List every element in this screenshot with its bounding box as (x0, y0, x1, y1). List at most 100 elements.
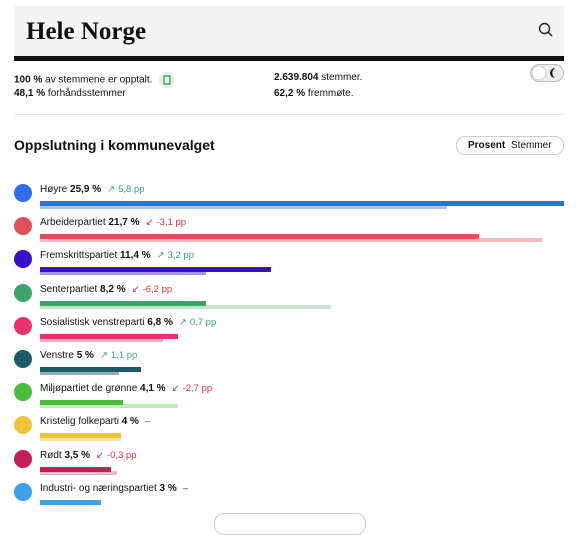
party-name: Kristelig folkeparti (40, 416, 119, 428)
party-change: ↙ -2,7 pp (172, 383, 213, 394)
previous-bar (40, 470, 117, 475)
stat: 48,1 % forhåndsstemmer (14, 88, 126, 99)
change-arrow: ↗ (156, 250, 165, 262)
party-logo (14, 316, 32, 335)
party-logo (14, 350, 32, 368)
party-name: Sosialistisk venstreparti (40, 316, 145, 328)
party-logo (14, 283, 32, 302)
party-logo (14, 250, 32, 269)
share-bar (40, 201, 564, 206)
stat: 100 % av stemmene er opptalt. (14, 72, 176, 88)
party-label: Kristelig folkeparti 4 % – (40, 416, 150, 427)
party-label: Sosialistisk venstreparti 6,8 % ↗ 0,7 pp (40, 317, 216, 328)
party-label: Rødt 3,5 % ↙ -0,3 pp (40, 450, 137, 461)
share-bar (40, 267, 271, 273)
party-logo (14, 449, 32, 468)
stat-icon (159, 72, 176, 88)
party-share: 25,9 % (70, 184, 102, 195)
change-label: 0,7 pp (189, 316, 217, 328)
stat-value: 48,1 % (14, 88, 46, 99)
previous-bar (40, 304, 332, 309)
stat-text: av stemmene er opptalt. (45, 74, 153, 86)
party-change: – (145, 416, 150, 427)
party-name: Miljøpartiet de grønne (40, 383, 138, 395)
party-logo (14, 217, 32, 236)
change-arrow: ↙ (171, 383, 180, 395)
share-bar (40, 300, 206, 306)
party-change: ↗ 0,7 pp (179, 317, 216, 328)
change-label: 1,1 pp (110, 350, 138, 361)
party-label: Arbeiderpartiet 21,7 % ↙ -3,1 pp (40, 217, 186, 228)
party-name: Senterpartiet (40, 283, 98, 295)
stat: 62,2 % fremmøte. (274, 88, 353, 99)
previous-bar (40, 371, 119, 375)
page-title: Hele Norge (26, 18, 147, 45)
party-change: ↙ -6,2 pp (132, 284, 173, 295)
header: Hele Norge (14, 6, 564, 61)
share-bar (40, 333, 178, 339)
party-label: Venstre 5 % ↗ 1,1 pp (40, 350, 137, 361)
change-label: -0,3 pp (107, 449, 137, 461)
party-label: Senterpartiet 8,2 % ↙ -6,2 pp (40, 284, 172, 295)
stat: 2.639.804 stemmer. (274, 72, 362, 83)
party-share: 21,7 % (108, 217, 140, 229)
party-label: Industri- og næringspartiet 3 % – (40, 483, 188, 494)
previous-bar (40, 404, 178, 409)
previous-bar (40, 337, 164, 342)
change-arrow: ↙ (96, 449, 104, 461)
previous-bar (40, 238, 542, 243)
change-arrow: ↗ (178, 316, 187, 328)
divider (14, 114, 564, 115)
page: Hele Norge 100 % av stemmene er opptalt.… (14, 6, 564, 535)
change-arrow: ↙ (145, 217, 154, 229)
party-change: ↗ 3,2 pp (157, 250, 194, 261)
toggle-option[interactable]: Stemmer (511, 140, 552, 151)
stat-value: 2.639.804 (274, 72, 319, 83)
party-logo (14, 482, 32, 501)
stat-text: forhåndsstemmer (47, 88, 126, 99)
party-name: Rødt (40, 449, 62, 461)
party-label: Fremskrittspartiet 11,4 % ↗ 3,2 pp (40, 250, 194, 261)
change-label: – (182, 482, 189, 494)
party-share: 8,2 % (100, 283, 126, 295)
party-change: ↙ -0,3 pp (96, 450, 137, 461)
party-share: 6,8 % (147, 316, 173, 328)
party-logo (14, 383, 32, 402)
change-label: 3,2 pp (167, 250, 194, 262)
stat-value: 62,2 % (274, 88, 306, 99)
share-bar (40, 400, 123, 406)
more-button[interactable] (214, 513, 366, 535)
party-name: Venstre (40, 350, 74, 361)
previous-bar (40, 205, 447, 209)
party-change: – (183, 483, 188, 494)
party-share: 5 % (76, 350, 94, 361)
change-arrow: ↗ (99, 350, 108, 361)
change-label: 5,8 pp (118, 184, 145, 195)
change-label: -6,2 pp (142, 283, 173, 295)
change-label: -2,7 pp (182, 383, 213, 395)
party-name: Høyre (40, 184, 68, 195)
share-bar (40, 367, 142, 372)
party-logo (14, 184, 32, 202)
party-share: 4,1 % (140, 383, 166, 395)
share-bar (40, 433, 121, 439)
previous-bar (40, 437, 121, 442)
search-button[interactable] (538, 22, 554, 38)
share-bar (40, 499, 101, 505)
change-arrow: ↙ (131, 283, 140, 295)
party-name: Industri- og næringspartiet (40, 482, 157, 494)
theme-toggle[interactable] (530, 64, 564, 82)
party-label: Miljøpartiet de grønne 4,1 % ↙ -2,7 pp (40, 383, 212, 394)
party-share: 11,4 % (120, 250, 151, 262)
stat-text: fremmøte. (307, 88, 354, 99)
previous-bar (40, 271, 206, 276)
party-logo (14, 416, 32, 435)
stat-value: 100 % (14, 74, 43, 86)
stat-text: stemmer. (321, 72, 363, 83)
party-change: ↙ -3,1 pp (146, 217, 187, 228)
unit-toggle: Prosent Stemmer (456, 136, 564, 155)
toggle-option[interactable]: Prosent (468, 140, 506, 151)
section-title: Oppslutning i kommunevalget (14, 137, 215, 153)
party-share: 4 % (121, 416, 139, 428)
share-bar (40, 466, 111, 472)
